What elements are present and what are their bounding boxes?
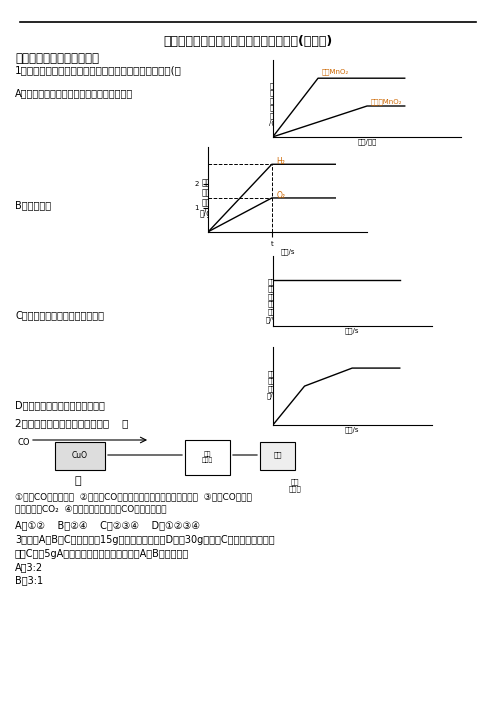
Text: 2．符合下图装置设计意图的有（    ）: 2．符合下图装置设计意图的有（ ） xyxy=(15,418,128,428)
Text: 固体
中锰
元素
的质
量分
数/%: 固体 中锰 元素 的质 量分 数/% xyxy=(265,278,279,323)
Text: 氧
气
的
质
量
/g: 氧 气 的 质 量 /g xyxy=(269,82,275,126)
Text: 1．下图所示的四个图像，能正确反映对应变化关系的是(）: 1．下图所示的四个图像，能正确反映对应变化关系的是(） xyxy=(15,65,182,75)
Text: 生成
气体
的质
量/g: 生成 气体 的质 量/g xyxy=(200,178,212,218)
Text: 3．现有A、B、C三种物质各15g，充分反应后生成D物质30g，此时C已完全反应，若再
加入C物质5gA恰好完全反应。则参加反应的A与B的质量比为: 3．现有A、B、C三种物质各15g，充分反应后生成D物质30g，此时C已完全反应… xyxy=(15,535,275,559)
Text: H₂: H₂ xyxy=(277,157,285,166)
Text: 北京燕化前进中学化学化学上册期末试卷(含答案): 北京燕化前进中学化学化学上册期末试卷(含答案) xyxy=(163,35,333,48)
Text: B．3:1: B．3:1 xyxy=(15,575,43,585)
Text: 加入MnO₂: 加入MnO₂ xyxy=(322,69,349,75)
Text: A．3:2: A．3:2 xyxy=(15,562,43,572)
Text: CuO: CuO xyxy=(72,451,88,460)
Text: O₂: O₂ xyxy=(277,191,286,200)
Text: A．等质量、等浓度的过氧化氢溶液制取氧气: A．等质量、等浓度的过氧化氢溶液制取氧气 xyxy=(15,88,133,98)
Text: D．木炭在密闭的容器内完全燃烧: D．木炭在密闭的容器内完全燃烧 xyxy=(15,400,105,410)
FancyBboxPatch shape xyxy=(260,442,295,470)
X-axis label: 时间/s: 时间/s xyxy=(280,249,295,256)
FancyBboxPatch shape xyxy=(185,440,230,475)
Text: 一、九年级化学上册选择题: 一、九年级化学上册选择题 xyxy=(15,52,99,65)
FancyBboxPatch shape xyxy=(55,442,105,470)
Text: 澄清
石灰水: 澄清 石灰水 xyxy=(201,451,213,463)
X-axis label: 时间/s: 时间/s xyxy=(345,426,360,432)
Text: CO: CO xyxy=(18,438,30,447)
Text: B．水的电解: B．水的电解 xyxy=(15,200,51,210)
X-axis label: 时间/s: 时间/s xyxy=(345,328,360,334)
X-axis label: 时间/分钟: 时间/分钟 xyxy=(357,138,377,145)
Text: 微燃
石灰水: 微燃 石灰水 xyxy=(289,478,302,492)
Text: 🔥: 🔥 xyxy=(75,476,81,486)
Text: 未加入MnO₂: 未加入MnO₂ xyxy=(371,98,402,105)
Text: 点燃: 点燃 xyxy=(274,451,282,458)
Text: C．加热一定量的高锰酸钾制氧气: C．加热一定量的高锰酸钾制氧气 xyxy=(15,310,104,320)
Text: A．①②    B．②④    C．②③④    D．①②③④: A．①② B．②④ C．②③④ D．①②③④ xyxy=(15,520,200,530)
Text: ①说明CO具有还原性  ②既说明CO具有可燃性，又充分地利用了能源  ③说明CO得到氧
后的产物是CO₂  ④有效地防止了剩余的CO对空气的污染: ①说明CO具有还原性 ②既说明CO具有可燃性，又充分地利用了能源 ③说明CO得到… xyxy=(15,492,252,513)
Text: 二氧
化碳
的质
量/g: 二氧 化碳 的质 量/g xyxy=(266,370,277,399)
